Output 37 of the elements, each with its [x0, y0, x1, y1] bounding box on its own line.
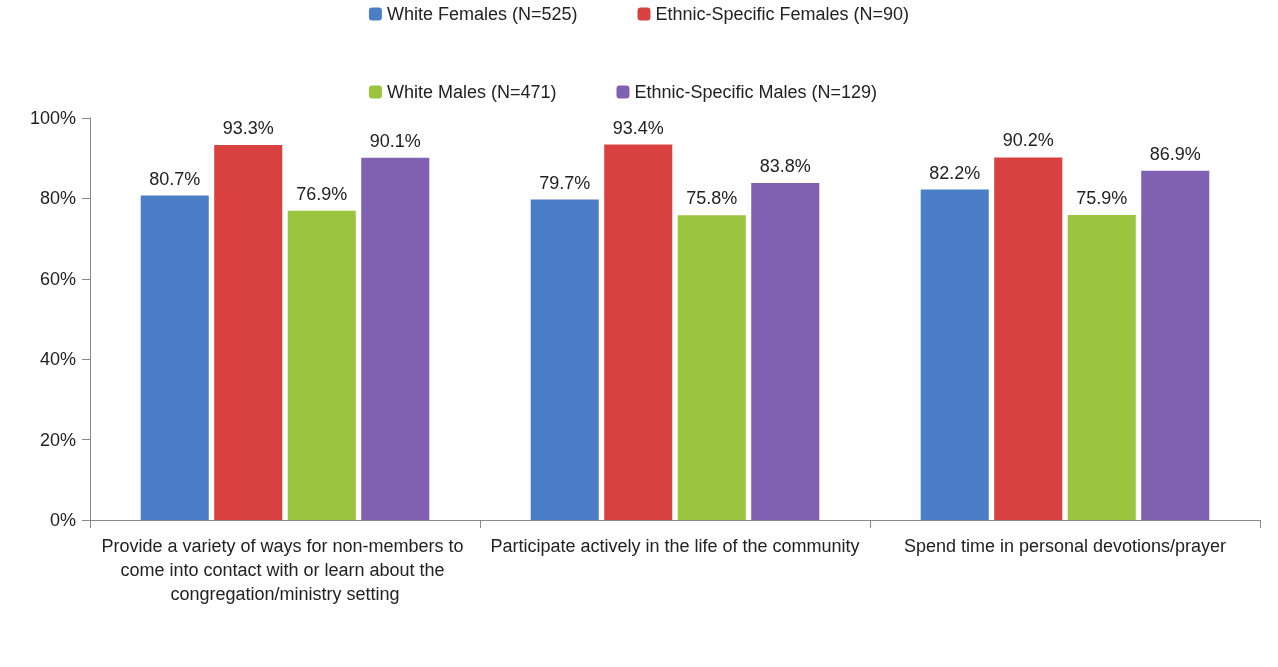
y-tick-label: 20%: [39, 429, 76, 450]
y-tick-label: 40%: [39, 349, 76, 370]
bar: [361, 157, 430, 520]
y-tick-label: 100%: [29, 108, 76, 128]
data-label: 75.9%: [1076, 187, 1128, 208]
data-label: 79.7%: [539, 172, 591, 193]
data-label: 82.2%: [929, 162, 981, 183]
bar: [604, 144, 673, 520]
y-tick-label: 80%: [39, 188, 76, 209]
x-tick-label: Spend time in personal devotions/prayer: [903, 536, 1227, 556]
bar: [920, 189, 989, 520]
x-tick-label: Participate actively in the life of the community: [490, 536, 860, 556]
bar: [1141, 170, 1210, 520]
data-label: 90.2%: [1002, 130, 1054, 151]
y-tick-label: 0%: [49, 510, 76, 530]
y-tick-label: 60%: [39, 268, 76, 289]
legend-label: Ethnic-Specific Males (N=129): [634, 82, 878, 102]
bar: [214, 144, 283, 520]
bar: [994, 157, 1063, 520]
x-tick-label: Provide a variety of ways for non-members to come into contact with or learn about the congregation/ministry setting: [101, 536, 469, 604]
bar: [677, 215, 746, 520]
data-label: 86.9%: [1149, 143, 1201, 164]
legend-label: Ethnic-Specific Females (N=90): [655, 4, 910, 24]
bar: [751, 183, 820, 520]
bar: [1067, 214, 1136, 520]
data-label: 93.3%: [222, 117, 274, 138]
bar: [140, 195, 209, 520]
data-label: 75.8%: [686, 188, 738, 209]
data-label: 90.1%: [369, 130, 421, 151]
data-label: 93.4%: [612, 117, 664, 138]
data-label: 83.8%: [759, 156, 811, 177]
bar: [530, 199, 599, 520]
bar: [287, 210, 356, 520]
data-label: 76.9%: [296, 183, 348, 204]
legend-label: White Females (N=525): [386, 4, 578, 24]
data-label: 80.7%: [149, 168, 201, 189]
legend-label: White Males (N=471): [386, 82, 557, 102]
